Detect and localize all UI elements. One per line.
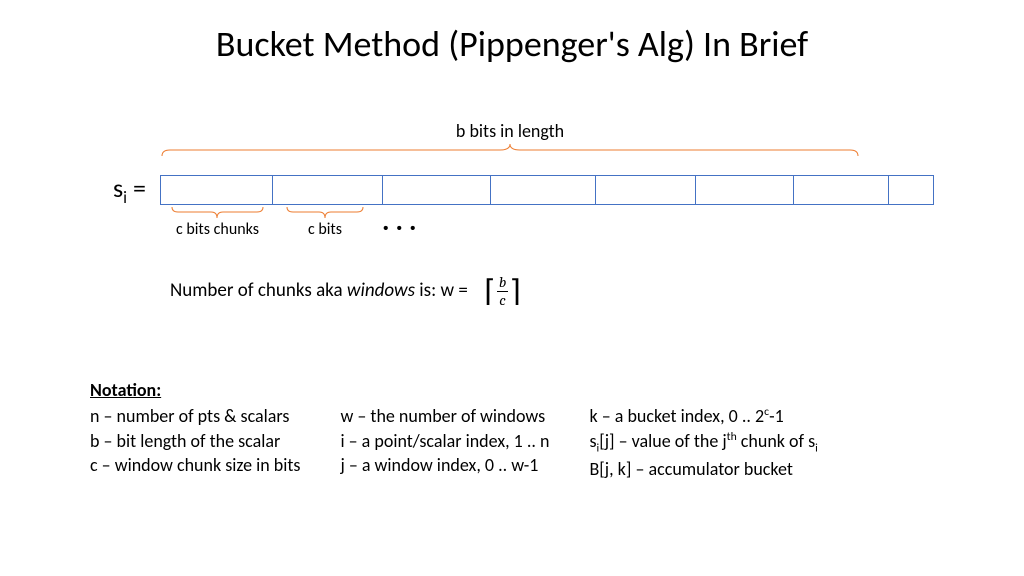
j-def: j – a window index, 0 .. w-1 bbox=[340, 453, 549, 477]
chunk-box bbox=[273, 175, 383, 205]
right-ceil: ⌉ bbox=[509, 277, 521, 307]
ceil-formula: ⌈bc⌉ bbox=[484, 275, 521, 308]
under-brace-1-group: c bits chunks bbox=[170, 207, 265, 239]
chunk-boxes-row bbox=[160, 175, 934, 205]
windows-italic: windows bbox=[347, 279, 415, 302]
sij-def: si[j] – value of the jth chunk of si bbox=[590, 429, 818, 457]
under-brace-2-group: c bits bbox=[285, 207, 365, 239]
notation-heading: Notation: bbox=[90, 378, 818, 402]
w-def: w – the number of windows bbox=[340, 404, 549, 428]
n-def: n – number of pts & scalars bbox=[90, 404, 300, 428]
under-brace-2-svg bbox=[285, 207, 365, 219]
frac-den: c bbox=[497, 292, 508, 308]
frac-num: b bbox=[497, 275, 508, 292]
s-sub-i-label: si = bbox=[113, 172, 146, 208]
windows-prefix: Number of chunks aka bbox=[170, 279, 347, 302]
top-brace-group: b bits in length bbox=[160, 120, 860, 158]
chunk-box bbox=[696, 175, 794, 205]
s-base: s bbox=[113, 172, 123, 204]
chunk-box bbox=[160, 175, 273, 205]
ellipsis-dots: ... bbox=[382, 203, 422, 238]
notation-col-1: n – number of pts & scalars b – bit leng… bbox=[90, 404, 300, 481]
chunk-box bbox=[596, 175, 696, 205]
top-brace-label: b bits in length bbox=[160, 120, 860, 142]
under-brace-1-label: c bits chunks bbox=[170, 220, 265, 239]
top-brace-svg bbox=[160, 144, 860, 158]
under-brace-2-label: c bits bbox=[285, 220, 365, 239]
notation-columns: n – number of pts & scalars b – bit leng… bbox=[90, 404, 818, 481]
notation-col-3: k – a bucket index, 0 .. 2c-1 si[j] – va… bbox=[590, 404, 818, 481]
windows-formula-line: Number of chunks aka windows is: w = ⌈bc… bbox=[170, 275, 521, 308]
s-eq: = bbox=[127, 172, 146, 204]
chunk-box bbox=[794, 175, 889, 205]
b-def: b – bit length of the scalar bbox=[90, 429, 300, 453]
chunk-box bbox=[383, 175, 491, 205]
k-def: k – a bucket index, 0 .. 2c-1 bbox=[590, 404, 818, 428]
bjk-def: B[j, k] – accumulator bucket bbox=[590, 457, 818, 481]
c-def: c – window chunk size in bits bbox=[90, 453, 300, 477]
notation-col-2: w – the number of windows i – a point/sc… bbox=[340, 404, 549, 481]
left-ceil: ⌈ bbox=[484, 277, 496, 307]
slide-title: Bucket Method (Pippenger's Alg) In Brief bbox=[0, 22, 1024, 66]
under-brace-1-svg bbox=[170, 207, 265, 219]
chunk-box bbox=[491, 175, 596, 205]
i-def: i – a point/scalar index, 1 .. n bbox=[340, 429, 549, 453]
fraction: bc bbox=[497, 275, 508, 308]
chunk-box bbox=[889, 175, 934, 205]
notation-block: Notation: n – number of pts & scalars b … bbox=[90, 378, 818, 481]
windows-suffix: is: w = bbox=[415, 279, 472, 302]
